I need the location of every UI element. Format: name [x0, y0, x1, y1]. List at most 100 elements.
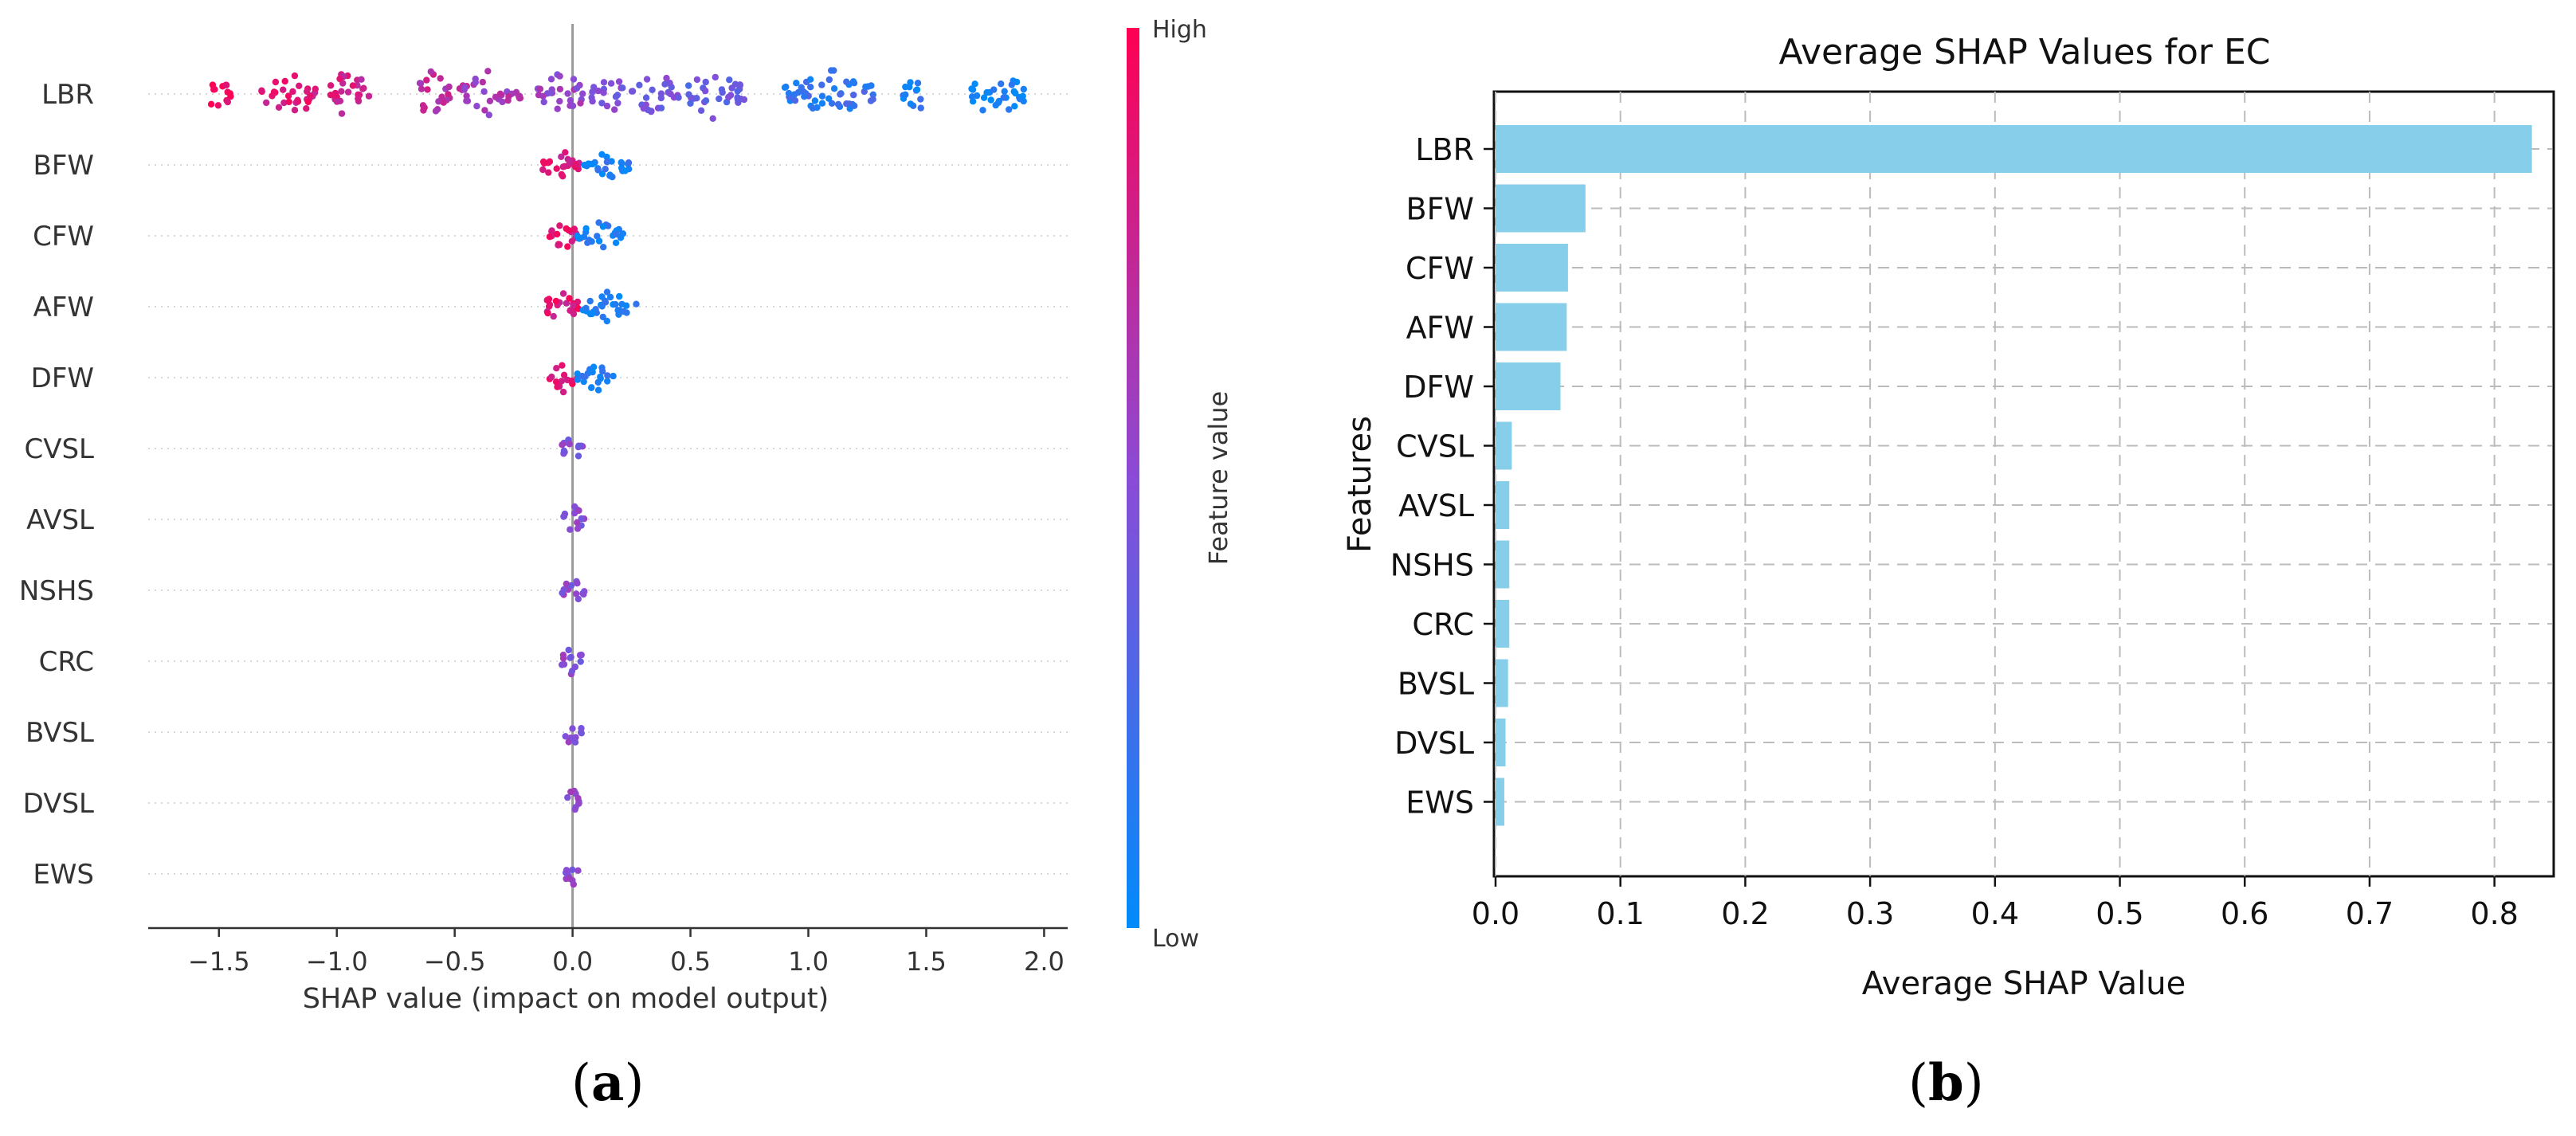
shap-point — [794, 88, 802, 96]
shap-point — [333, 98, 341, 105]
feature-label: CRC — [39, 646, 94, 678]
shap-point — [539, 158, 547, 166]
shap-point — [553, 365, 560, 372]
shap-point — [574, 452, 582, 460]
shap-point — [577, 658, 584, 665]
shap-point — [289, 88, 296, 96]
bar-nshs — [1496, 540, 1510, 589]
shap-point — [702, 78, 709, 86]
bar-bvsl — [1496, 659, 1508, 707]
shap-point — [338, 110, 346, 117]
category-label: NSHS — [1390, 548, 1474, 583]
plot-frame — [1492, 90, 2555, 878]
shap-point — [687, 100, 694, 107]
shap-point — [917, 104, 924, 112]
shap-point — [807, 84, 814, 91]
shap-point — [432, 108, 440, 115]
shap-point — [336, 75, 343, 83]
shap-point — [565, 227, 573, 234]
shap-point — [716, 95, 723, 103]
category-labels: LBR BFW CFW AFW DFW CVSL AVSL NSHS CRC BVSL DVSL EW… — [1390, 132, 1494, 821]
x-tick-label: 0.7 — [2346, 896, 2394, 931]
shap-point — [1019, 92, 1026, 100]
shap-point — [667, 90, 674, 98]
shap-point — [574, 580, 581, 587]
shap-point — [572, 161, 579, 168]
shap-point — [818, 100, 826, 107]
shap-point — [968, 85, 975, 92]
x-tick-label: 0.0 — [1472, 896, 1519, 931]
shap-point — [516, 95, 523, 102]
shap-point — [567, 654, 574, 661]
x-tick-label: −1.0 — [306, 946, 368, 977]
shap-point — [578, 651, 585, 659]
shap-point — [830, 85, 838, 92]
shap-point — [435, 98, 442, 105]
feature-label: LBR — [41, 79, 94, 111]
shap-point — [567, 526, 574, 533]
average-shap-bar-chart: Average SHAP Values for EC LBR BFW CFW AFW D… — [1342, 32, 2555, 1002]
shap-point — [560, 447, 568, 455]
shap-point — [473, 103, 480, 110]
shap-point — [649, 86, 656, 94]
shap-point — [621, 167, 629, 174]
shap-point — [560, 513, 567, 520]
shap-point — [811, 97, 819, 104]
beeswarm-row-cvsl — [559, 436, 586, 460]
shap-point — [582, 373, 589, 380]
shap-point — [825, 95, 833, 102]
shap-point — [657, 94, 665, 102]
category-label: CFW — [1406, 251, 1474, 286]
shap-point — [571, 663, 579, 671]
shap-point — [719, 88, 726, 96]
shap-point — [594, 166, 602, 174]
grid-lines — [1495, 92, 2552, 876]
shap-point — [580, 590, 587, 598]
shap-point — [619, 84, 626, 92]
shap-point — [296, 82, 303, 90]
beeswarm-row-bvsl — [562, 725, 585, 746]
shap-point — [344, 88, 352, 96]
shap-point — [464, 97, 472, 104]
beeswarm-points — [207, 67, 1028, 888]
shap-point — [586, 297, 594, 305]
shap-point — [479, 78, 486, 86]
shap-point — [291, 72, 299, 80]
bar-ews — [1496, 778, 1504, 826]
shap-point — [563, 580, 570, 588]
category-label: AVSL — [1398, 488, 1474, 523]
shap-point — [579, 90, 586, 97]
shap-point — [588, 384, 595, 391]
shap-point — [559, 163, 567, 170]
beeswarm-row-nshs — [559, 578, 588, 603]
shap-point — [781, 84, 789, 92]
shap-point — [563, 867, 570, 874]
shap-point — [539, 166, 547, 174]
bar-lbr — [1496, 125, 2532, 173]
shap-point — [1006, 106, 1013, 113]
shap-point — [589, 160, 596, 168]
shap-point — [834, 100, 842, 108]
shap-point — [728, 84, 735, 92]
shap-point — [485, 112, 492, 119]
shap-point — [512, 89, 520, 96]
shap-point — [548, 373, 555, 381]
panel-b-label: (b) — [1908, 1053, 1984, 1113]
category-label: DVSL — [1394, 726, 1474, 761]
x-tick-label: −0.5 — [424, 946, 486, 977]
shap-point — [622, 302, 630, 309]
shap-point — [1011, 103, 1018, 110]
shap-point — [463, 92, 470, 100]
shap-point — [793, 80, 800, 87]
colorbar-low-label: Low — [1152, 925, 1199, 953]
shap-point — [568, 237, 575, 245]
bar-dvsl — [1496, 719, 1506, 766]
shap-point — [437, 75, 444, 82]
y-axis-label: Features — [1342, 416, 1378, 553]
shap-point — [607, 80, 615, 87]
shap-point — [565, 646, 572, 654]
beeswarm-row-afw — [543, 288, 640, 325]
shap-point — [850, 92, 857, 99]
shap-point — [595, 219, 602, 226]
